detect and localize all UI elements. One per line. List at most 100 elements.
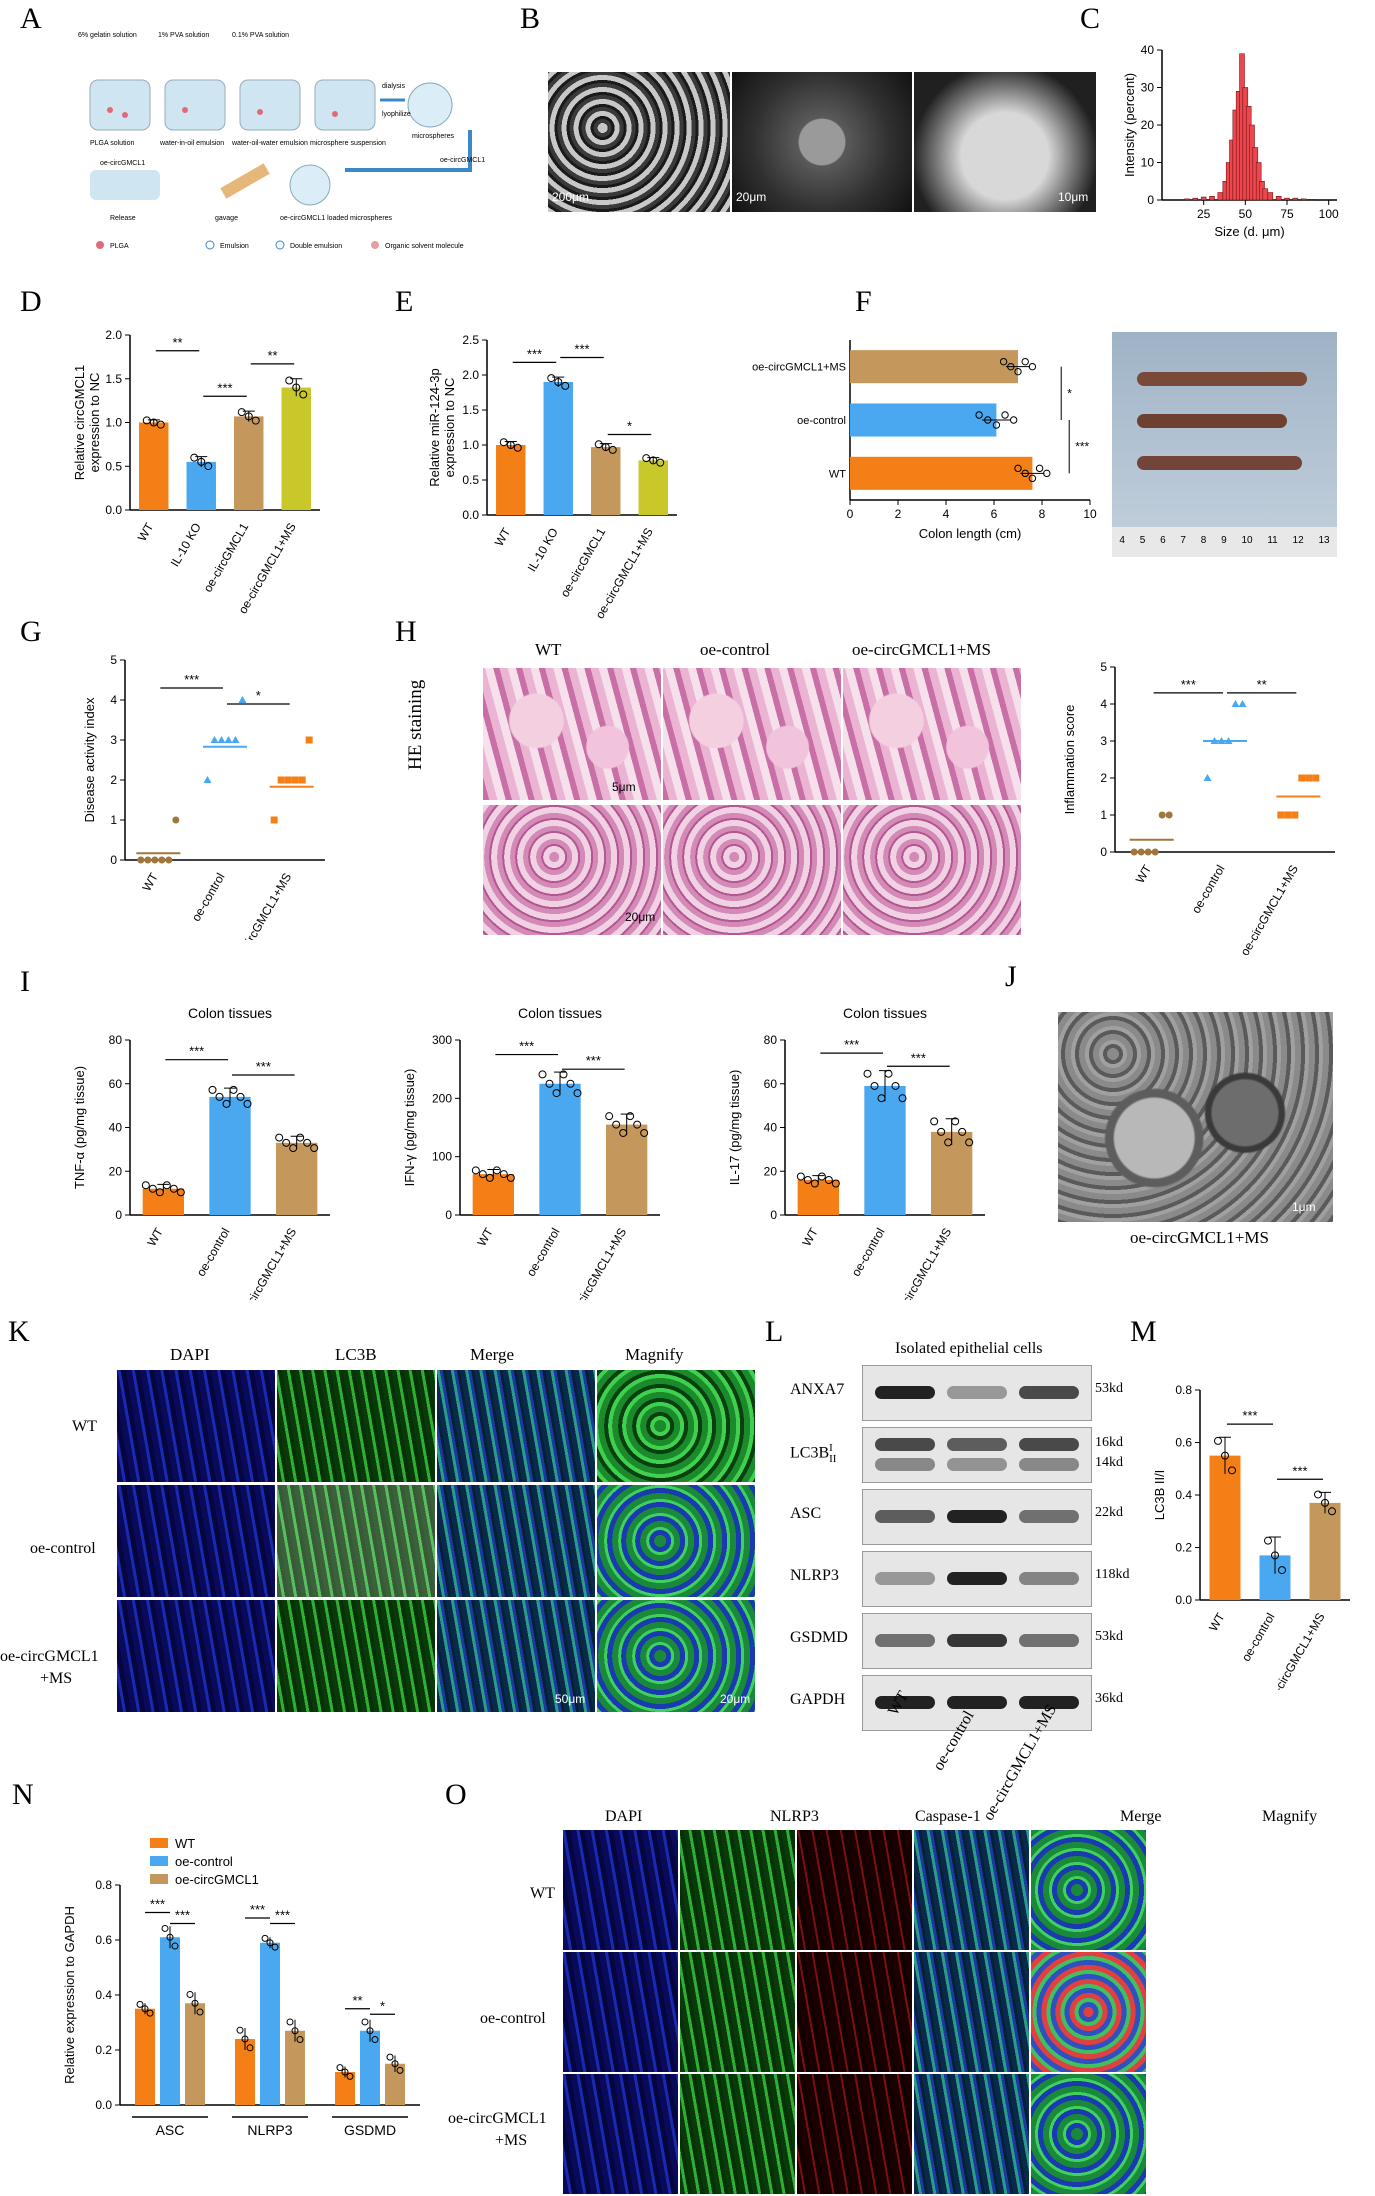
histogram-bar [1262, 188, 1269, 201]
x-tick-label: GSDMD [344, 2122, 396, 2138]
y-tick-label: 20 [1141, 118, 1155, 132]
wb-band [875, 1510, 935, 1523]
data-point [1144, 848, 1152, 856]
data-point [547, 374, 556, 383]
bar [606, 1124, 648, 1215]
bar [850, 403, 997, 437]
y-tick-label: 0 [445, 1208, 452, 1222]
data-point [236, 2026, 244, 2034]
chart-i-ifn: 0 100 200 300 IFN-γ (pg/mg tissue) Colon tiss… [402, 1005, 660, 1300]
sig-label: *** [1292, 1463, 1307, 1478]
data-point [1158, 811, 1166, 819]
chart-e: 0.0 0.5 1.0 1.5 2.0 2.5 Relative miR-124-3p exp… [427, 333, 677, 621]
y-tick-label: 0.0 [462, 508, 479, 522]
sig-label: *** [1075, 440, 1089, 454]
y-tick-label: 20 [109, 1164, 123, 1178]
data-point [246, 2044, 254, 2052]
data-point [810, 1179, 819, 1188]
data-point [1028, 474, 1037, 483]
wb-band [947, 1458, 1007, 1471]
x-tick-label: 50 [1239, 207, 1253, 221]
sem-scale-2: 20μm [736, 190, 767, 204]
wb-isoform-i: I [829, 1442, 833, 1454]
wb-kd-label: 118kd [1095, 1567, 1130, 1582]
sig-label: *** [519, 1039, 534, 1054]
y-tick-label: 10 [1141, 156, 1155, 170]
data-point [151, 856, 159, 864]
data-point [1305, 774, 1313, 782]
legend-emulsion: Emulsion [220, 243, 249, 250]
data-point [162, 1181, 171, 1190]
data-point [296, 1133, 305, 1142]
y-tick-label: 80 [764, 1033, 778, 1047]
panel-label-f: F [855, 285, 872, 318]
y-tick-label: oe-control [797, 415, 846, 427]
data-point [573, 1089, 582, 1098]
histogram-bar [1217, 192, 1224, 201]
sig-label: ** [172, 335, 182, 350]
o-oe-dapi [563, 1952, 678, 2072]
data-point [891, 1081, 900, 1090]
data-point [291, 2027, 299, 2035]
data-point [271, 1943, 279, 1951]
data-point [171, 1942, 179, 1950]
y-tick-label: 0.5 [105, 459, 122, 473]
y-tick-label: 1 [110, 813, 117, 827]
y-tick-label: 300 [432, 1033, 452, 1047]
data-point [1328, 1507, 1336, 1516]
k-row-wt: WT [72, 1418, 97, 1435]
panel-label-m: M [1130, 1315, 1157, 1348]
data-point [796, 1172, 805, 1181]
wb-band-box [862, 1365, 1092, 1421]
sig-label: ** [352, 1993, 362, 2008]
panel-label-a: A [20, 2, 42, 35]
data-point [538, 1070, 547, 1079]
k-oe-lc3b [277, 1485, 435, 1597]
step-label: microspheres [412, 133, 455, 140]
legend-label: WT [175, 1836, 195, 1851]
data-point [485, 1173, 494, 1182]
data-point [937, 1127, 946, 1136]
data-point [1021, 469, 1029, 478]
y-tick-label: 0.4 [95, 1988, 112, 2002]
ruler-number: 6 [1160, 535, 1166, 546]
data-point [640, 1128, 649, 1137]
k-ms-dapi [117, 1600, 275, 1712]
y-axis-label: Disease activity index [82, 697, 97, 822]
data-point [1007, 362, 1015, 371]
wb-band [875, 1572, 935, 1585]
step-label: 6% gelatin solution [78, 32, 137, 39]
y-tick-label: 0.0 [95, 2098, 112, 2112]
o-row-oe-circgmcl1: oe-circGMCL1 [448, 2110, 547, 2127]
data-point [215, 1092, 224, 1101]
data-point [1277, 811, 1285, 819]
sig-label: ** [267, 348, 277, 363]
wb-band-box [862, 1427, 1092, 1483]
data-point [633, 1120, 642, 1129]
data-point [161, 1924, 169, 1932]
bar [135, 2008, 155, 2105]
x-tick-label: oe-circGMCL1+MS [231, 871, 294, 941]
data-point [1278, 1566, 1286, 1575]
chart-title: Colon tissues [188, 1005, 272, 1021]
panel-a-schematic: 6% gelatin solution 1% PVA solution 0.1%… [60, 20, 520, 270]
data-point [605, 1112, 614, 1121]
wb-band [1019, 1696, 1079, 1709]
y-axis-label: IL-17 (pg/mg tissue) [727, 1070, 742, 1186]
data-point [284, 776, 292, 784]
step-label: oe-circGMCL1 [100, 160, 145, 167]
k-col-dapi: DAPI [170, 1345, 210, 1364]
he-top-oe-control [663, 668, 841, 800]
histogram-bar [1309, 199, 1315, 201]
wb-kd-label: 53kd [1095, 1629, 1123, 1644]
o-scale-magnify: 20μm [1345, 2168, 1375, 2182]
data-point [208, 1085, 217, 1094]
o-scale-merge: 50μm [1177, 2168, 1208, 2182]
data-point [1291, 811, 1299, 819]
sig-label: *** [189, 1044, 204, 1059]
data-point [612, 1120, 621, 1129]
data-point [499, 438, 508, 447]
data-point [396, 2066, 404, 2074]
y-tick-label: oe-circGMCL1+MS [752, 362, 846, 374]
wb-protein-label: GAPDH [790, 1691, 846, 1708]
